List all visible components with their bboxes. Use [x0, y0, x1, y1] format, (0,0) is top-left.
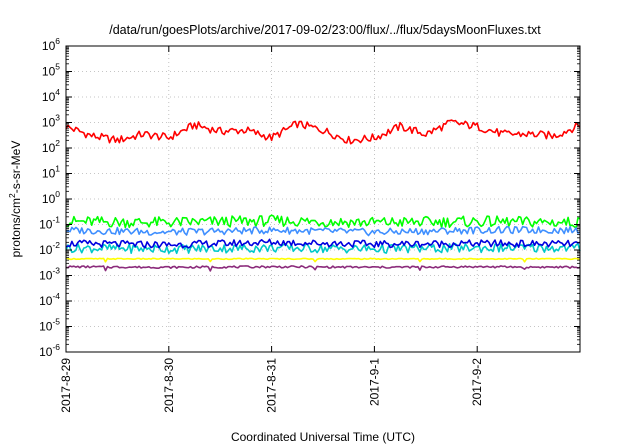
y-tick-labels: 10-6 10-5 10-4 10-3 10-2 10-1 100 101 102 103 104 1… — [39, 36, 60, 359]
series-line-4 — [65, 242, 581, 255]
y-tick-label: 104 — [42, 87, 60, 104]
series-line-3 — [65, 225, 581, 237]
series-line-2 — [65, 214, 581, 229]
x-tick-label: 2017-8-31 — [265, 358, 279, 413]
y-tick-label: 103 — [42, 113, 60, 130]
y-tick-label: 101 — [42, 164, 60, 181]
x-axis-label: Coordinated Universal Time (UTC) — [231, 430, 415, 444]
y-tick-label: 10-1 — [39, 215, 60, 232]
y-tick-label: 10-5 — [39, 317, 60, 334]
series-line-5 — [65, 238, 581, 249]
y-tick-label: 105 — [42, 62, 60, 79]
series-line-6 — [65, 257, 581, 263]
y-tick-label: 10-6 — [39, 342, 60, 359]
y-tick-label: 100 — [42, 189, 60, 206]
axis-ticks — [65, 45, 580, 353]
series-line-7 — [65, 265, 581, 272]
chart-title: /data/run/goesPlots/archive/2017-09-02/2… — [109, 23, 541, 37]
x-tick-label: 2017-8-29 — [59, 358, 73, 413]
x-tick-label: 2017-8-30 — [162, 358, 176, 413]
y-tick-label: 10-4 — [39, 291, 60, 308]
grid — [66, 46, 580, 352]
x-tick-label: 2017-9-1 — [367, 358, 381, 406]
y-tick-label: 106 — [42, 36, 60, 53]
series-lines — [65, 119, 581, 272]
series-line-1 — [65, 119, 581, 145]
y-tick-label: 102 — [42, 138, 60, 155]
x-tick-label: 2017-9-2 — [470, 358, 484, 406]
x-tick-labels: 2017-8-29 2017-8-30 2017-8-31 2017-9-1 2017-… — [59, 358, 484, 413]
y-tick-label: 10-2 — [39, 240, 60, 257]
y-axis-label: protons/cm2-s-sr-MeV — [7, 141, 23, 258]
y-tick-label: 10-3 — [39, 266, 60, 283]
